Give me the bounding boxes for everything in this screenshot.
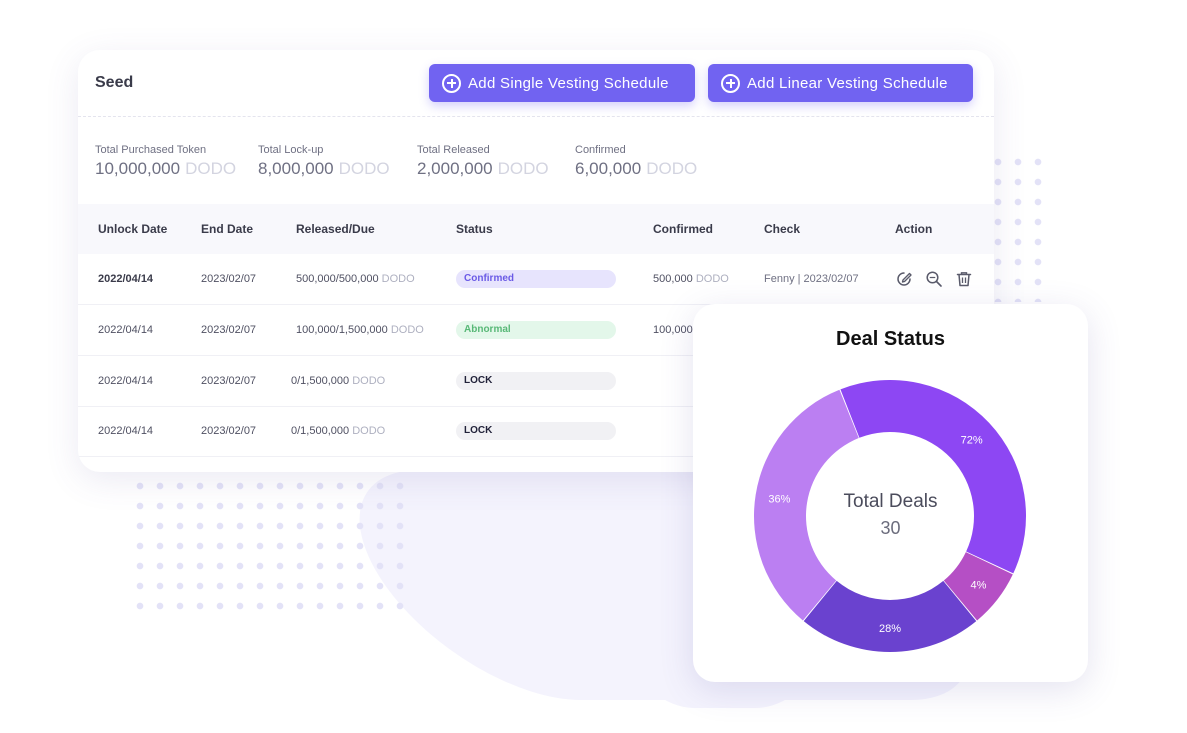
table-row: 2022/04/14 2023/02/07 0/1,500,000 DODO L… xyxy=(78,356,994,407)
stat-total-released: Total Released 2,000,000 DODO xyxy=(417,144,549,179)
header-released-due[interactable]: Released/Due xyxy=(296,222,375,236)
table-row: 2022/04/14 2023/02/07 500,000/500,000 DO… xyxy=(78,254,994,305)
table-row: 2022/04/14 2023/02/07 0/1,500,000 DODO L… xyxy=(78,406,994,457)
stat-unit: DODO xyxy=(185,159,237,178)
confirmed-unit: DODO xyxy=(695,273,729,285)
header-action: Action xyxy=(895,222,933,236)
total-deals-label: Total Deals xyxy=(843,491,938,512)
released-due: 100,000/1,500,000 DODO xyxy=(296,324,424,336)
add-linear-vesting-label: Add Linear Vesting Schedule xyxy=(747,74,948,92)
deal-status-title: Deal Status xyxy=(836,328,945,350)
header-confirmed[interactable]: Confirmed xyxy=(653,222,713,236)
dot-pattern-right xyxy=(988,152,1054,302)
stat-amount: 8,000,000 xyxy=(258,159,334,178)
status-badge: Abnormal xyxy=(456,321,616,339)
stat-value: 10,000,000 DODO xyxy=(95,159,236,179)
dashed-divider xyxy=(78,116,994,117)
edit-icon[interactable] xyxy=(895,270,913,288)
add-single-vesting-button[interactable]: Add Single Vesting Schedule xyxy=(429,64,695,102)
stat-label: Confirmed xyxy=(575,144,626,156)
released-due: 0/1,500,000 DODO xyxy=(291,375,385,387)
status-badge: Confirmed xyxy=(456,270,616,288)
end-date: 2023/02/07 xyxy=(201,273,257,285)
add-linear-vesting-button[interactable]: Add Linear Vesting Schedule xyxy=(708,64,973,102)
confirmed-amount: 500,000 DODO xyxy=(653,273,729,285)
stat-amount: 2,000,000 xyxy=(417,159,493,178)
released-amount: 100,000/1,500,000 xyxy=(296,324,388,336)
unlock-date: 2022/04/14 xyxy=(98,375,154,387)
donut-segment-1 xyxy=(943,552,1013,621)
released-due: 500,000/500,000 DODO xyxy=(296,273,415,285)
add-single-vesting-label: Add Single Vesting Schedule xyxy=(468,74,669,92)
donut-segment-label: 28% xyxy=(879,623,901,635)
stat-unit: DODO xyxy=(497,159,549,178)
trash-icon[interactable] xyxy=(955,270,973,288)
released-unit: DODO xyxy=(381,273,415,285)
donut-segment-label: 36% xyxy=(768,493,790,505)
unlock-date: 2022/04/14 xyxy=(98,425,154,437)
status-badge: LOCK xyxy=(456,372,616,390)
deal-status-card: Deal Status 72% 4% 28% 36% Total Deals 30 xyxy=(693,304,1088,682)
confirmed-value: 500,000 xyxy=(653,273,693,285)
zoom-search-icon[interactable] xyxy=(925,270,943,288)
check-info: Fenny | 2023/02/07 xyxy=(764,273,859,285)
table-row: 2022/04/14 2023/02/07 100,000/1,500,000 … xyxy=(78,305,994,356)
deal-status-donut: 72% 4% 28% 36% xyxy=(754,380,1026,652)
released-due: 0/1,500,000 DODO xyxy=(291,425,385,437)
unlock-date: 2022/04/14 xyxy=(98,273,154,285)
stat-value: 2,000,000 DODO xyxy=(417,159,549,179)
stat-label: Total Purchased Token xyxy=(95,144,207,156)
plus-circle-icon xyxy=(721,73,740,93)
released-unit: DODO xyxy=(352,425,386,437)
end-date: 2023/02/07 xyxy=(201,324,257,336)
plus-circle-icon xyxy=(442,73,461,93)
card-title: Seed xyxy=(95,74,134,91)
released-unit: DODO xyxy=(352,375,386,387)
stat-unit: DODO xyxy=(338,159,390,178)
stat-amount: 6,00,000 xyxy=(575,159,642,178)
stat-confirmed: Confirmed 6,00,000 DODO xyxy=(575,144,697,179)
donut-segment-label: 72% xyxy=(961,434,983,446)
stat-value: 6,00,000 DODO xyxy=(575,159,697,179)
confirmed-amount: 100,000 xyxy=(653,324,693,336)
stat-amount: 10,000,000 xyxy=(95,159,181,178)
stat-total-purchased: Total Purchased Token 10,000,000 DODO xyxy=(95,144,236,179)
header-unlock-date[interactable]: Unlock Date xyxy=(98,222,168,236)
unlock-date: 2022/04/14 xyxy=(98,324,154,336)
stat-value: 8,000,000 DODO xyxy=(258,159,390,179)
donut-segment-0 xyxy=(840,380,1026,574)
donut-segment-2 xyxy=(803,580,977,652)
dot-pattern-left xyxy=(130,476,410,616)
stat-label: Total Lock-up xyxy=(258,144,324,156)
released-unit: DODO xyxy=(390,324,424,336)
status-badge: LOCK xyxy=(456,422,616,440)
header-status[interactable]: Status xyxy=(456,222,493,236)
donut-segment-3 xyxy=(754,389,859,621)
released-amount: 500,000/500,000 xyxy=(296,273,379,285)
stat-unit: DODO xyxy=(646,159,698,178)
released-amount: 0/1,500,000 xyxy=(291,425,350,437)
header-check[interactable]: Check xyxy=(764,222,801,236)
table-header: Unlock Date End Date Released/Due Status… xyxy=(78,204,994,254)
released-amount: 0/1,500,000 xyxy=(291,375,350,387)
donut-segment-label: 4% xyxy=(971,580,987,592)
header-end-date[interactable]: End Date xyxy=(201,222,254,236)
end-date: 2023/02/07 xyxy=(201,375,257,387)
stat-total-lockup: Total Lock-up 8,000,000 DODO xyxy=(258,144,390,179)
stat-label: Total Released xyxy=(417,144,490,156)
total-deals-value: 30 xyxy=(880,518,901,538)
end-date: 2023/02/07 xyxy=(201,425,257,437)
